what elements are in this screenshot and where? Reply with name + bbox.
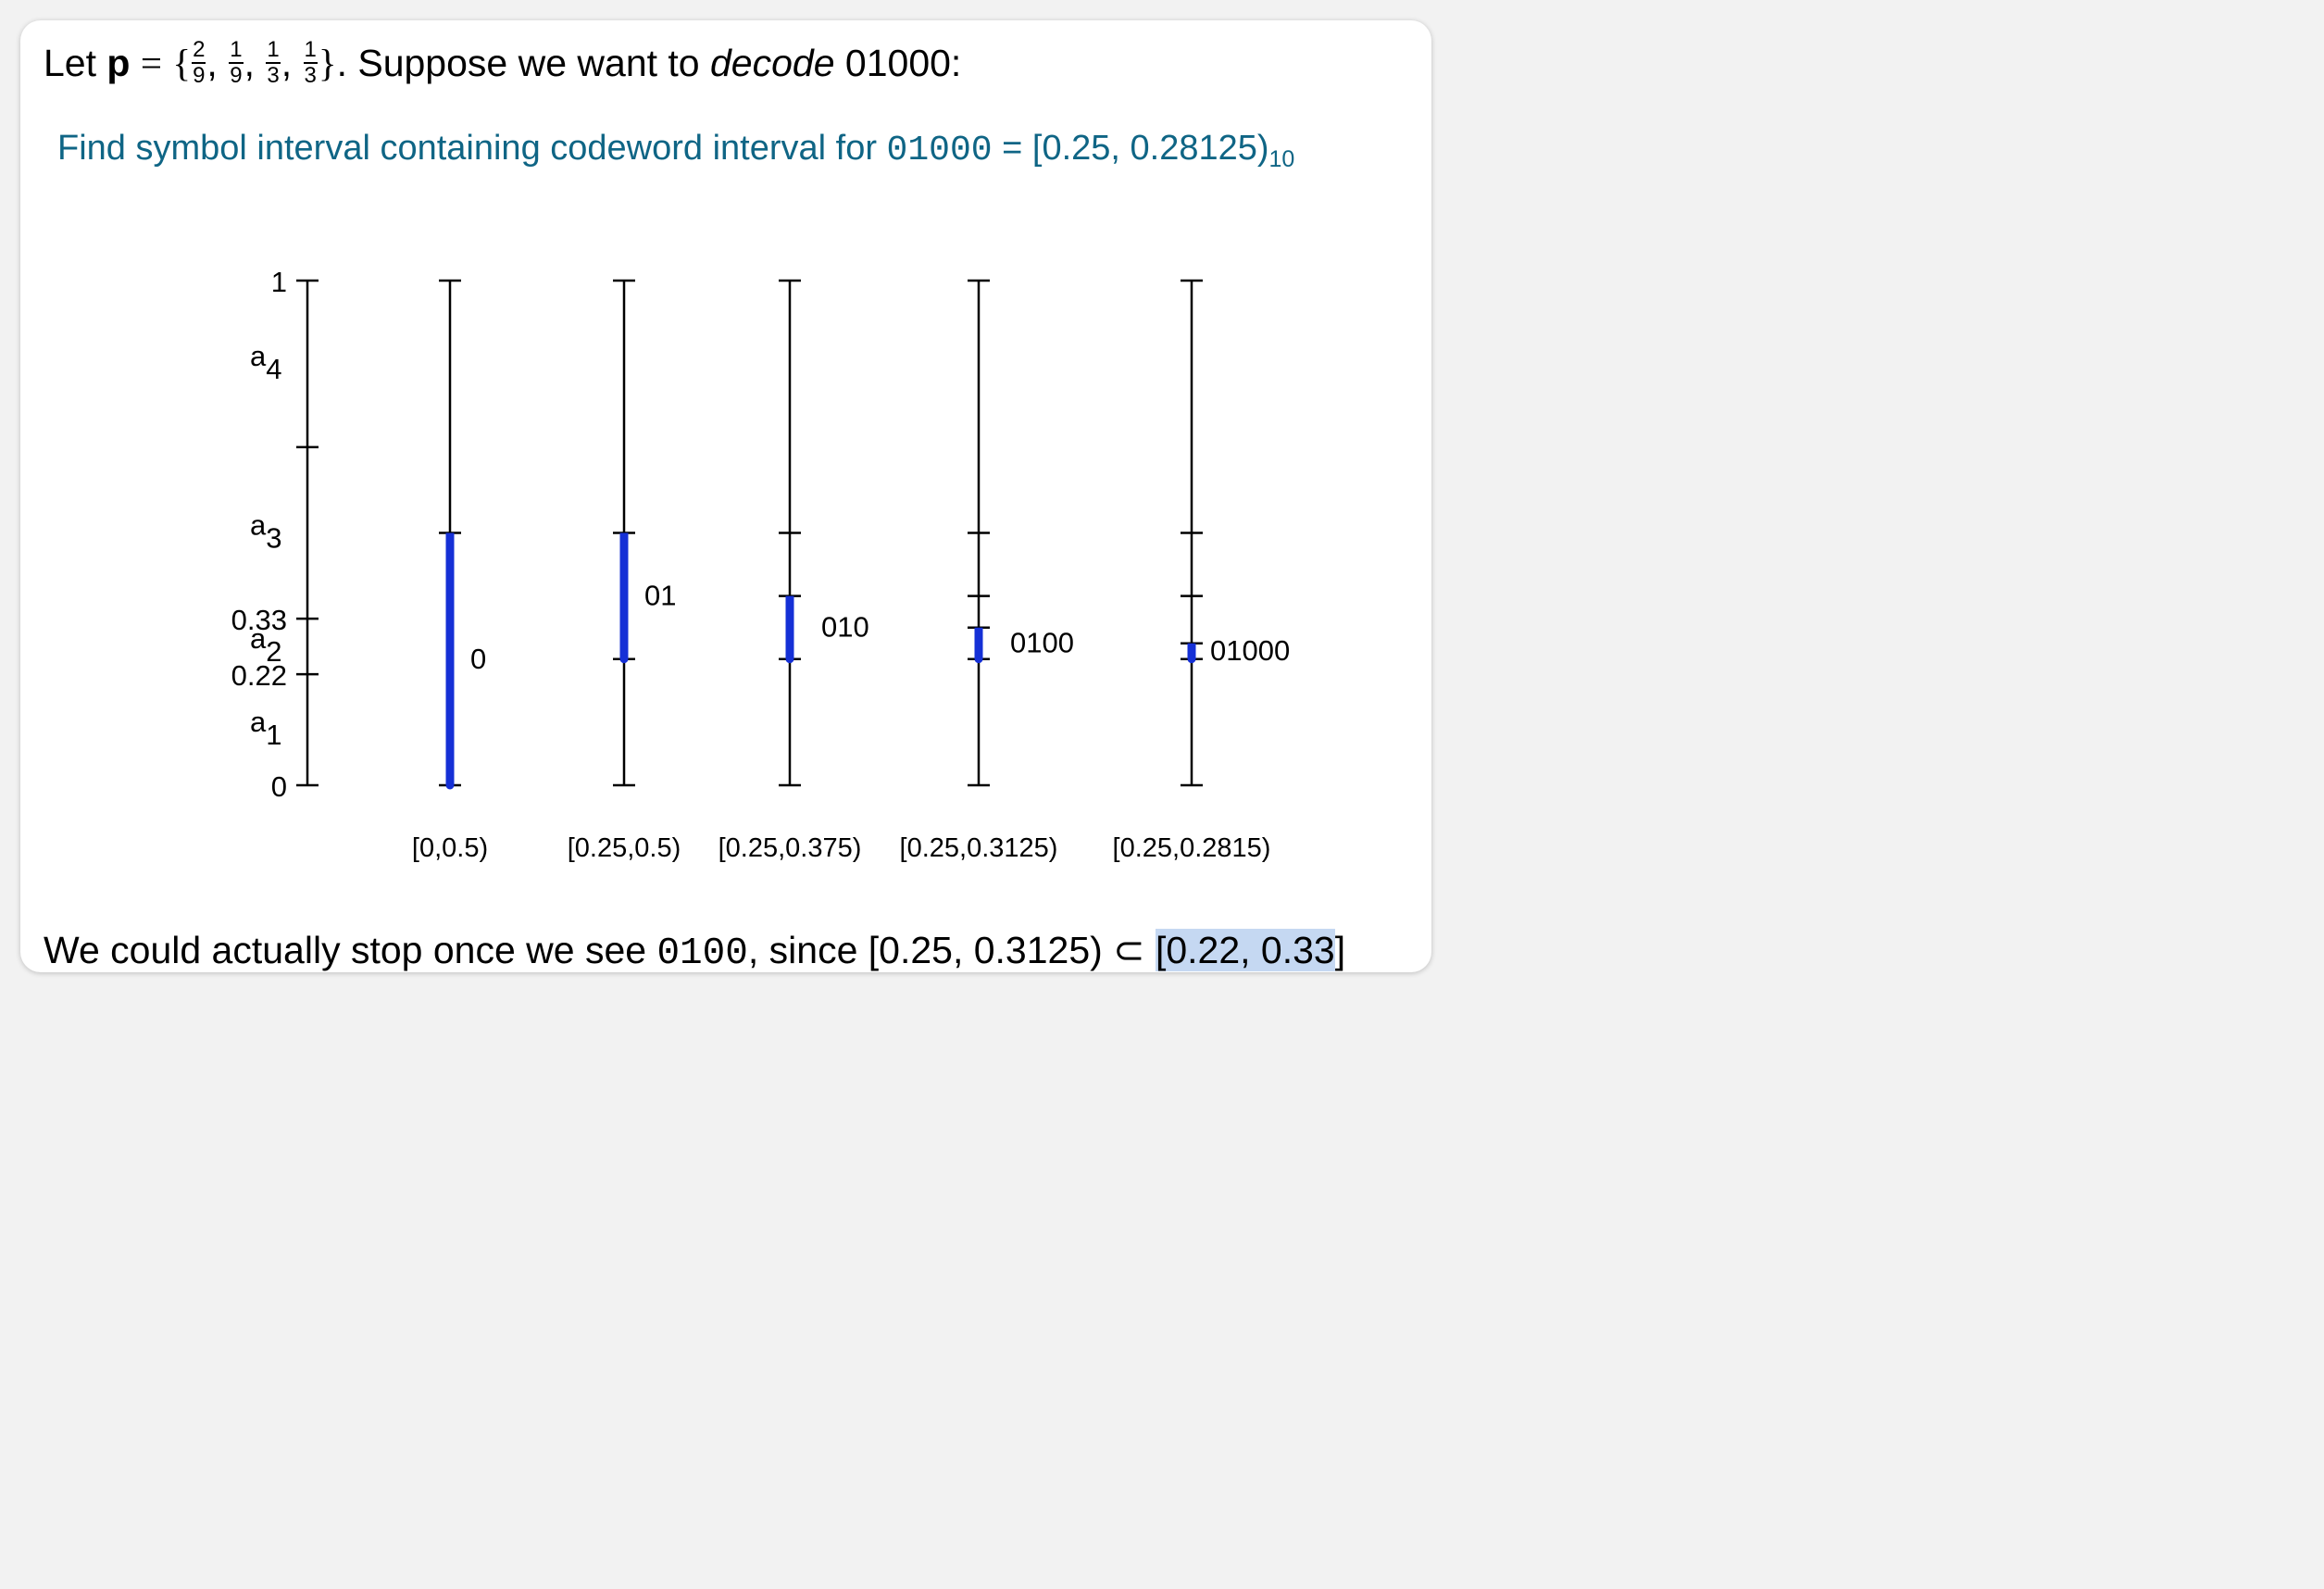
interval-bar-end [619,655,629,664]
interval-code-label: 010 [821,611,869,644]
symbol-label: a3 [250,509,282,555]
interval-bar-end [445,781,455,790]
open-brace: { [172,42,192,84]
equals-sign: = [140,42,162,84]
interval-bar-end [785,655,794,664]
interval-caption: [0.25,0.5) [568,833,681,863]
interval-caption: [0,0.5) [412,833,488,863]
conclusion-close: ] [1334,929,1346,971]
interval-bar-end [1187,655,1196,664]
symbol-label: a4 [250,340,282,385]
reference-axis-tick-label: 1 [271,266,287,298]
reference-axis-tick-label: 0.22 [231,659,287,692]
intro-prefix: Let [44,42,107,84]
interval-caption: [0.25,0.375) [718,833,862,863]
step-heading-code: 01000 [886,131,993,170]
interval-code-label: 0100 [1010,627,1074,659]
reference-axis-tick-label: 0 [271,770,287,803]
step-heading-prefix: Find symbol interval containing codeword… [57,129,887,168]
intro-middle: . Suppose we want to [336,42,710,84]
step-heading-base: 10 [1268,146,1295,172]
symbol-label: a1 [250,706,282,751]
conclusion-middle: , since [0.25, 0.3125) ⊂ [747,929,1156,971]
interval-code-label: 0 [470,643,486,675]
highlighted-interval: [0.22, 0.33 [1155,929,1335,971]
interval-diagram: 10.330.220a1a2a3a40[0,0.5)01[0.25,0.5)01… [231,266,1291,863]
interval-bar-end [974,655,983,664]
interval-caption: [0.25,0.3125) [900,833,1058,863]
interval-code-label: 01 [644,580,676,612]
conclusion-prefix: We could actually stop once we see [44,929,657,971]
close-brace: } [318,42,337,84]
variable-p: p [106,42,131,84]
reference-axis-tick-label: 0.33 [231,604,287,636]
conclusion-line: We could actually stop once we see 0100,… [44,924,1345,972]
interval-caption: [0.25,0.2815) [1113,833,1271,863]
step-heading: Find symbol interval containing codeword… [57,124,1294,176]
conclusion-code: 0100 [656,932,748,972]
decode-emphasis: decode [710,42,835,84]
interval-code-label: 01000 [1210,634,1290,667]
step-heading-interval: = [0.25, 0.28125) [992,129,1269,168]
intro-suffix: 01000: [834,42,962,84]
